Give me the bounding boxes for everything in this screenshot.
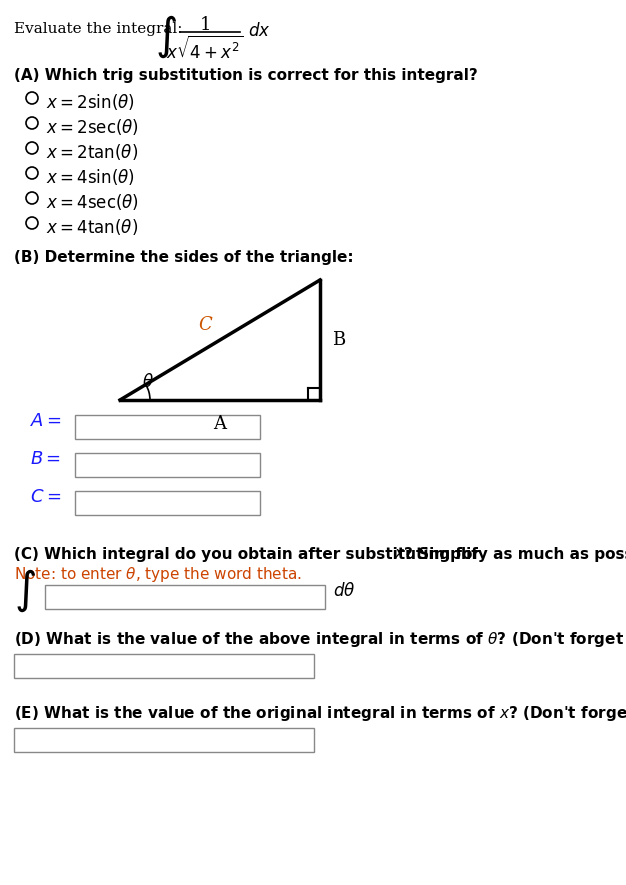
Text: $B=$: $B=$ bbox=[30, 450, 61, 468]
Text: (A) Which trig substitution is correct for this integral?: (A) Which trig substitution is correct f… bbox=[14, 68, 478, 83]
Text: $A=$: $A=$ bbox=[30, 412, 62, 430]
Text: A: A bbox=[213, 415, 227, 433]
Text: Evaluate the integral:: Evaluate the integral: bbox=[14, 22, 183, 36]
Text: $x = 2\sec(\theta)$: $x = 2\sec(\theta)$ bbox=[46, 117, 139, 137]
FancyBboxPatch shape bbox=[75, 453, 260, 477]
Text: (E) What is the value of the original integral in terms of $x$? (Don't forget th: (E) What is the value of the original in… bbox=[14, 704, 626, 723]
Text: $x = 4\sec(\theta)$: $x = 4\sec(\theta)$ bbox=[46, 192, 139, 212]
Text: $x = 4\tan(\theta)$: $x = 4\tan(\theta)$ bbox=[46, 217, 138, 237]
Text: (C) Which integral do you obtain after substituting for: (C) Which integral do you obtain after s… bbox=[14, 547, 485, 562]
FancyBboxPatch shape bbox=[75, 415, 260, 439]
FancyBboxPatch shape bbox=[14, 728, 314, 752]
Text: $x = 2\tan(\theta)$: $x = 2\tan(\theta)$ bbox=[46, 142, 138, 162]
Text: $x\sqrt{4+x^2}$: $x\sqrt{4+x^2}$ bbox=[167, 36, 244, 64]
Text: $d\theta$: $d\theta$ bbox=[333, 582, 356, 600]
Text: $x = 4\sin(\theta)$: $x = 4\sin(\theta)$ bbox=[46, 167, 135, 187]
FancyBboxPatch shape bbox=[75, 491, 260, 515]
Text: (B) Determine the sides of the triangle:: (B) Determine the sides of the triangle: bbox=[14, 250, 354, 265]
Text: $x$: $x$ bbox=[394, 547, 406, 561]
Text: (D) What is the value of the above integral in terms of $\theta$? (Don't forget : (D) What is the value of the above integ… bbox=[14, 630, 626, 649]
Text: $C=$: $C=$ bbox=[30, 488, 61, 506]
Text: $\theta$: $\theta$ bbox=[142, 373, 154, 391]
Text: $dx$: $dx$ bbox=[248, 22, 270, 40]
Text: 1: 1 bbox=[199, 16, 211, 34]
FancyBboxPatch shape bbox=[14, 654, 314, 678]
Text: B: B bbox=[332, 331, 346, 349]
Text: ? Simplify as much as possible.: ? Simplify as much as possible. bbox=[404, 547, 626, 562]
FancyBboxPatch shape bbox=[45, 585, 325, 609]
Text: $x = 2\sin(\theta)$: $x = 2\sin(\theta)$ bbox=[46, 92, 135, 112]
Text: Note: to enter $\theta$, type the word theta.: Note: to enter $\theta$, type the word t… bbox=[14, 565, 302, 584]
Text: C: C bbox=[198, 316, 212, 334]
Text: $\int$: $\int$ bbox=[14, 568, 36, 614]
Text: $\int$: $\int$ bbox=[155, 14, 177, 60]
